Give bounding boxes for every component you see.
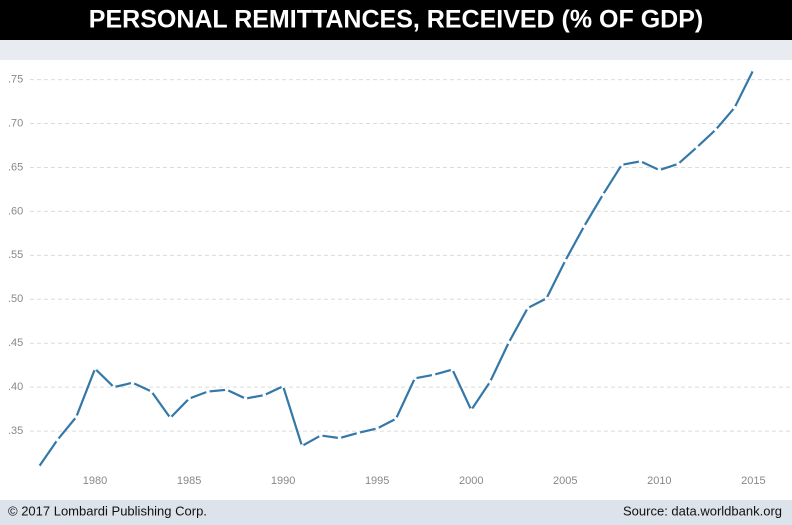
x-tick-label: 1990 bbox=[271, 475, 295, 487]
x-tick-label: 2000 bbox=[459, 475, 483, 487]
y-tick-label: .75 bbox=[8, 73, 23, 85]
data-point bbox=[601, 192, 605, 197]
data-point bbox=[638, 159, 643, 164]
y-tick-label: .60 bbox=[8, 205, 23, 217]
data-point bbox=[281, 384, 285, 389]
data-point bbox=[262, 393, 267, 397]
data-point bbox=[206, 389, 210, 394]
data-point bbox=[751, 68, 756, 72]
data-point bbox=[450, 367, 455, 372]
data-point bbox=[375, 426, 379, 431]
y-tick-label: .35 bbox=[8, 425, 23, 437]
data-point bbox=[112, 385, 116, 389]
data-point bbox=[713, 127, 718, 132]
footer-right: Source: data.worldbank.org bbox=[623, 503, 782, 518]
x-tick-label: 1985 bbox=[177, 475, 201, 487]
data-point bbox=[469, 408, 474, 412]
title-bar bbox=[0, 0, 792, 40]
data-point bbox=[695, 145, 699, 150]
y-tick-label: .50 bbox=[8, 293, 23, 305]
y-tick-label: .65 bbox=[8, 161, 23, 173]
data-point bbox=[243, 396, 248, 401]
data-point bbox=[676, 162, 680, 166]
chart-title: PERSONAL REMITTANCES, RECEIVED (% OF GDP… bbox=[89, 6, 703, 34]
footer-bar bbox=[0, 500, 792, 525]
data-point bbox=[93, 366, 97, 371]
x-tick-label: 2005 bbox=[553, 475, 577, 487]
data-point bbox=[413, 376, 417, 381]
x-tick-label: 2010 bbox=[647, 475, 671, 487]
x-tick-label: 2015 bbox=[741, 475, 765, 487]
data-point bbox=[488, 380, 492, 384]
data-point bbox=[563, 258, 568, 263]
data-point bbox=[582, 224, 586, 229]
data-point bbox=[130, 380, 135, 385]
y-tick-label: .45 bbox=[8, 337, 23, 349]
x-tick-label: 1980 bbox=[83, 475, 107, 487]
data-point bbox=[337, 436, 342, 440]
y-tick-label: .55 bbox=[8, 249, 23, 261]
data-point bbox=[394, 416, 398, 421]
data-point bbox=[356, 431, 361, 435]
data-point bbox=[732, 105, 737, 110]
data-point bbox=[74, 415, 79, 419]
data-point bbox=[525, 306, 530, 310]
x-tick-label: 1995 bbox=[365, 475, 389, 487]
data-point bbox=[187, 396, 191, 401]
y-tick-label: .40 bbox=[8, 381, 23, 393]
footer-left: © 2017 Lombardi Publishing Corp. bbox=[8, 503, 207, 518]
data-point bbox=[36, 465, 41, 469]
data-point bbox=[168, 416, 173, 420]
data-point bbox=[657, 168, 662, 172]
data-point bbox=[507, 340, 511, 345]
data-line bbox=[37, 69, 755, 468]
data-point bbox=[55, 438, 60, 442]
y-tick-label: .70 bbox=[8, 117, 23, 129]
data-point bbox=[224, 387, 229, 392]
data-point bbox=[431, 373, 436, 377]
data-point bbox=[149, 389, 154, 394]
top-band bbox=[0, 40, 792, 60]
data-point bbox=[300, 444, 304, 448]
data-point bbox=[544, 296, 549, 301]
data-point bbox=[318, 433, 323, 438]
data-point bbox=[619, 163, 624, 167]
